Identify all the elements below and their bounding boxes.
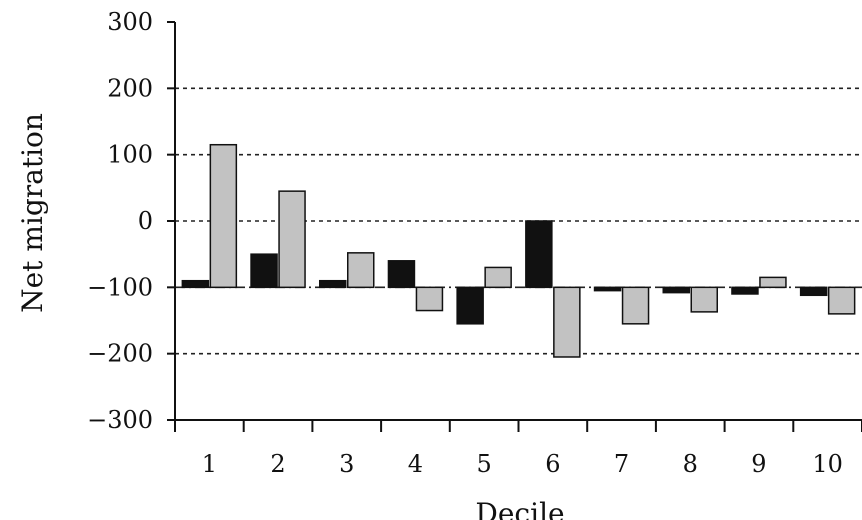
y-tick-label: 0 [138,207,153,235]
bar [732,287,758,294]
x-tick-label: 6 [545,450,560,478]
bar [526,221,552,287]
bar [182,281,208,288]
y-tick-label: −200 [87,340,153,368]
bars [182,145,854,357]
x-tick-label: 8 [683,450,698,478]
y-tick-label: −300 [87,406,153,434]
y-tick-label: 200 [107,74,153,102]
bar [457,287,483,323]
bar [663,287,689,292]
bar [279,191,305,287]
bar [595,287,621,290]
y-tick-label: −100 [87,273,153,301]
gridlines [175,88,862,353]
bar [251,254,277,287]
y-tick-label: 100 [107,141,153,169]
bar [388,261,414,288]
bar [691,287,717,312]
bar [760,277,786,287]
x-tick-label: 4 [408,450,423,478]
x-tick-label: 3 [339,450,354,478]
y-tick-labels: 300 200 100 0 −100 −200 −300 [87,8,153,434]
bar [348,253,374,287]
axes [167,22,862,432]
x-tick-label: 9 [751,450,766,478]
x-tick-label: 5 [477,450,492,478]
bar [554,287,580,357]
bar [416,287,442,310]
bar [829,287,855,314]
x-axis-title: Decile [475,497,564,520]
y-axis-title: Net migration [16,113,49,313]
y-tick-label: 300 [107,8,153,36]
bar [320,281,346,288]
x-tick-label: 2 [270,450,285,478]
x-tick-labels: 1 2 3 4 5 6 7 8 9 10 [202,450,843,478]
bar [801,287,827,295]
x-tick-label: 10 [812,450,843,478]
bar [485,267,511,287]
bar [623,287,649,323]
x-tick-label: 1 [202,450,217,478]
bar [210,145,236,288]
x-tick-label: 7 [614,450,629,478]
